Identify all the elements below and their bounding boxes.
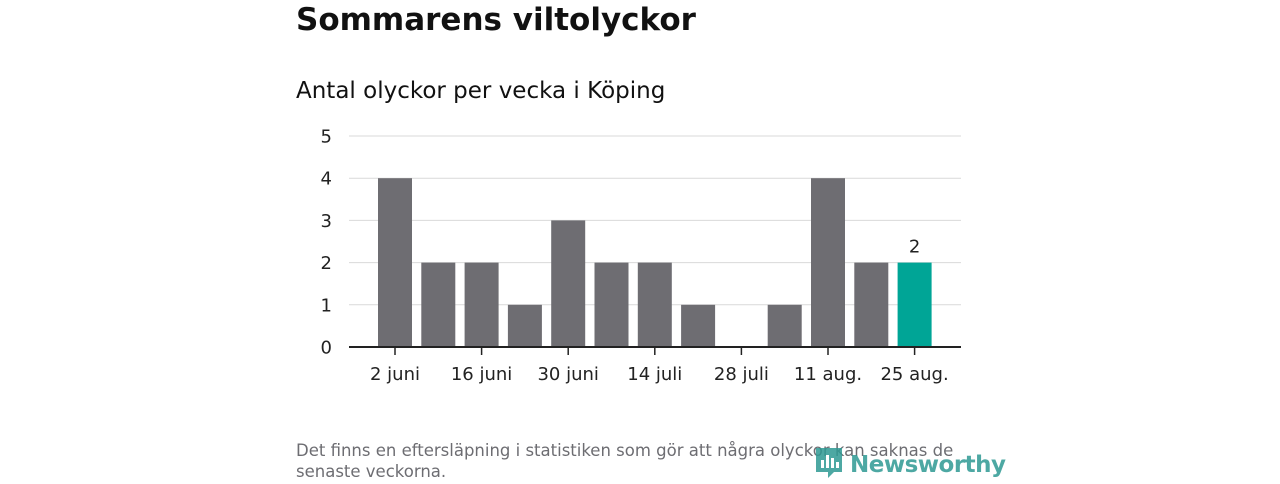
x-tick-label: 2 juni bbox=[370, 364, 420, 385]
brand-name: Newsworthy bbox=[850, 452, 1006, 478]
bar bbox=[681, 304, 716, 347]
chart-subtitle: Antal olyckor per vecka i Köping bbox=[296, 78, 666, 104]
bars bbox=[378, 178, 932, 347]
data-label: 2 bbox=[909, 237, 920, 258]
y-tick-label: 0 bbox=[321, 338, 332, 359]
x-tick-label: 30 juni bbox=[537, 364, 598, 385]
bar bbox=[594, 262, 629, 347]
bar bbox=[421, 262, 456, 347]
labels: 0 1 2 3 4 5 2 juni 16 juni 30 juni 14 juli 28 juli… bbox=[321, 127, 949, 386]
bar bbox=[378, 178, 412, 347]
y-tick-label: 3 bbox=[321, 211, 332, 232]
y-tick-label: 4 bbox=[321, 169, 332, 190]
footnote: Det finns en eftersläpning i statistiken… bbox=[296, 441, 954, 481]
x-tick-label: 25 aug. bbox=[880, 364, 948, 385]
bar bbox=[464, 262, 499, 347]
y-tick-label: 1 bbox=[321, 295, 332, 316]
x-tick-label: 28 juli bbox=[714, 364, 769, 385]
bar bbox=[551, 220, 586, 347]
x-tick-label: 16 juni bbox=[451, 364, 512, 385]
bar bbox=[767, 304, 802, 347]
axes bbox=[349, 346, 961, 355]
y-tick-label: 5 bbox=[321, 127, 332, 148]
bar bbox=[507, 304, 542, 347]
x-tick-label: 14 juli bbox=[627, 364, 682, 385]
y-tick-label: 2 bbox=[321, 253, 332, 274]
brand-logo: Newsworthy bbox=[814, 446, 1006, 484]
bar bbox=[811, 178, 845, 347]
bar-highlight bbox=[897, 262, 932, 347]
bar bbox=[637, 262, 672, 347]
x-tick-label: 11 aug. bbox=[794, 364, 862, 385]
chart-title: Sommarens viltolyckor bbox=[296, 2, 696, 38]
bar bbox=[854, 262, 889, 347]
newsworthy-logo-icon bbox=[814, 446, 844, 484]
